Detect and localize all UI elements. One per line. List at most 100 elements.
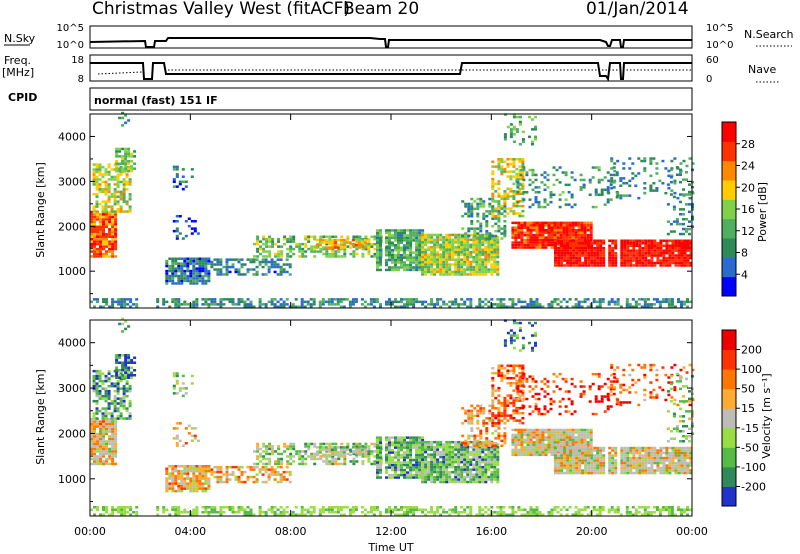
- power-cell: [592, 300, 596, 304]
- power-cell: [324, 241, 328, 244]
- velocity-cell: [415, 463, 419, 467]
- velocity-cell: [128, 384, 132, 388]
- velocity-cell: [394, 438, 397, 442]
- velocity-cell: [324, 446, 328, 449]
- velocity-cell: [279, 480, 283, 484]
- velocity-cell: [273, 473, 277, 476]
- power-cell: [367, 252, 371, 256]
- velocity-cell: [430, 453, 434, 456]
- power-cell: [415, 246, 419, 249]
- power-cell: [165, 277, 169, 280]
- power-cell: [538, 238, 542, 242]
- velocity-cell: [494, 442, 498, 445]
- power-cell: [436, 238, 440, 242]
- velocity-cell: [192, 472, 196, 475]
- power-cell: [494, 200, 498, 203]
- power-cell: [90, 300, 93, 304]
- power-cell: [394, 258, 397, 262]
- power-cell: [602, 249, 606, 252]
- power-cell: [192, 262, 196, 265]
- velocity-cell: [177, 477, 181, 480]
- velocity-cell: [457, 448, 461, 451]
- velocity-cell: [177, 482, 181, 485]
- power-cell: [521, 130, 525, 134]
- velocity-cell: [321, 453, 325, 457]
- power-cell: [578, 261, 582, 265]
- power-cell: [628, 194, 632, 197]
- power-cell: [397, 305, 400, 308]
- power-cell: [433, 243, 437, 247]
- power-cell: [349, 242, 353, 246]
- power-cell: [670, 159, 674, 163]
- power-cell: [586, 236, 590, 239]
- power-cell: [650, 246, 654, 250]
- velocity-cell: [122, 399, 126, 403]
- power-cell: [512, 128, 516, 131]
- velocity-cell: [394, 446, 397, 449]
- power-cell: [351, 300, 355, 304]
- power-cell: [304, 237, 308, 241]
- power-cell: [439, 305, 443, 308]
- velocity-cell: [201, 467, 205, 470]
- power-cell: [623, 251, 627, 255]
- power-cell: [572, 261, 576, 265]
- power-cell: [102, 298, 105, 301]
- power-cell: [189, 257, 193, 260]
- power-cell: [286, 247, 290, 251]
- power-cell: [491, 187, 495, 191]
- velocity-cell: [379, 453, 382, 457]
- power-cell: [491, 212, 495, 215]
- power-cell: [632, 246, 636, 250]
- power-cell: [523, 224, 527, 227]
- velocity-cell: [127, 361, 131, 364]
- velocity-cell: [192, 474, 196, 478]
- velocity-cell: [104, 374, 108, 378]
- power-cell: [589, 221, 593, 225]
- power-cell: [661, 298, 665, 301]
- power-cell: [133, 150, 137, 153]
- velocity-cell: [96, 440, 99, 443]
- power-cell: [376, 234, 379, 237]
- power-cell: [394, 248, 397, 252]
- power-cell: [490, 273, 494, 276]
- power-cell: [433, 246, 437, 249]
- velocity-cell: [433, 468, 437, 471]
- velocity-cell: [95, 374, 99, 378]
- velocity-cell: [487, 465, 491, 469]
- velocity-cell: [469, 463, 473, 466]
- power-cell: [622, 194, 626, 197]
- velocity-cell: [195, 484, 199, 488]
- power-cell: [324, 300, 328, 304]
- power-cell: [511, 229, 515, 232]
- velocity-cell: [207, 484, 211, 488]
- velocity-cell: [116, 387, 120, 390]
- power-cell: [467, 207, 471, 211]
- power-cell: [421, 300, 425, 304]
- velocity-cell: [124, 369, 128, 372]
- velocity-cell: [400, 448, 403, 452]
- power-cell: [127, 119, 131, 122]
- power-cell: [119, 210, 123, 213]
- power-cell: [566, 259, 570, 262]
- velocity-cell: [490, 455, 494, 459]
- power-cell: [360, 243, 364, 247]
- power-cell: [454, 265, 458, 269]
- power-cell: [190, 220, 194, 223]
- velocity-cell: [178, 389, 182, 393]
- power-cell: [650, 242, 654, 245]
- power-cell: [400, 266, 403, 269]
- velocity-cell: [90, 437, 93, 441]
- velocity-cell: [460, 468, 464, 471]
- power-cell: [463, 253, 467, 256]
- power-cell: [412, 303, 416, 306]
- velocity-cell: [343, 457, 347, 461]
- power-cell: [572, 251, 576, 255]
- power-cell: [92, 205, 96, 208]
- power-cell: [454, 241, 458, 244]
- power-cell: [580, 231, 584, 234]
- power-cell: [521, 192, 525, 196]
- power-cell: [613, 169, 617, 173]
- power-cell: [469, 260, 473, 264]
- power-cell: [445, 253, 449, 256]
- power-cell: [475, 243, 479, 247]
